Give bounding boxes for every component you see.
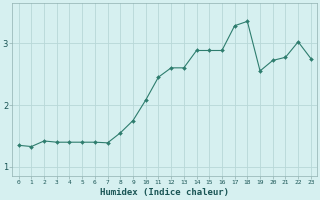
X-axis label: Humidex (Indice chaleur): Humidex (Indice chaleur)	[100, 188, 229, 197]
